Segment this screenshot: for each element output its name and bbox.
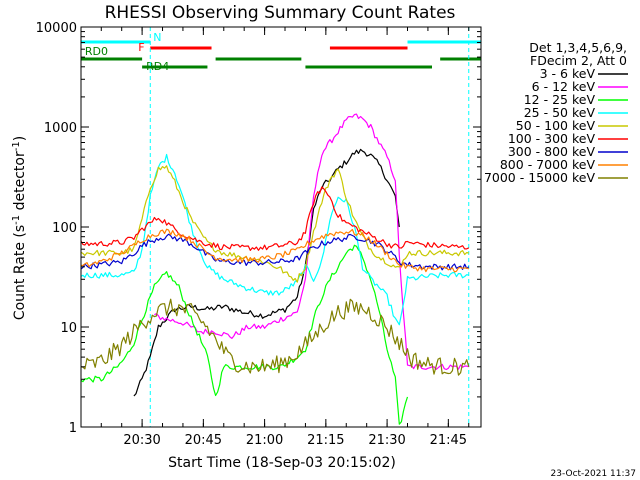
y-tick-label-2: 100 [52, 221, 77, 236]
y-axis-title-part-2: detector [12, 151, 28, 215]
series-line-7 [80, 228, 470, 273]
legend-label-2: 12 - 25 keV [524, 92, 596, 107]
flag-bands: NF RD0 RD4 [81, 31, 481, 73]
x-tick-label-5: 21:45 [430, 433, 467, 448]
data-series [80, 113, 470, 425]
axis-ticks: 20:30 20:45 21:00 21:15 21:30 21:45 1 10 100 1000… [36, 21, 481, 448]
legend-label-6: 300 - 800 keV [508, 144, 596, 159]
legend-label-5: 100 - 300 keV [508, 131, 596, 146]
flag-band-label-3: RD4 [146, 60, 169, 73]
y-tick-label-4: 10000 [36, 21, 77, 36]
y-axis-title-part-3: ) [12, 136, 28, 141]
legend-label-1: 6 - 12 keV [532, 79, 596, 94]
y-tick-label-3: 1000 [44, 121, 77, 136]
flag-band-label-2: RD0 [85, 45, 108, 58]
x-tick-label-3: 21:15 [307, 433, 344, 448]
legend-label-0: 3 - 6 keV [540, 66, 596, 81]
series-line-1 [154, 113, 469, 371]
y-tick-label-0: 1 [69, 421, 77, 436]
legend-label-4: 50 - 100 keV [516, 118, 596, 133]
legend-label-8: 7000 - 15000 keV [484, 170, 595, 185]
x-tick-label-4: 21:30 [368, 433, 405, 448]
x-tick-label-1: 20:45 [185, 433, 222, 448]
y-axis-title-sup-1: -1 [11, 215, 22, 225]
y-axis-title-sup-2: -1 [11, 141, 22, 151]
flag-band-label-0: N [153, 31, 161, 44]
x-axis-title: Start Time (18-Sep-03 20:15:02) [168, 455, 396, 471]
series-line-5 [80, 186, 470, 251]
legend-header-line-2: FDecim 2, Att 0 [530, 53, 627, 68]
timestamp-label: 23-Oct-2021 11:37 [551, 469, 636, 479]
vertical-marker-lines [149, 27, 470, 427]
chart-title: RHESSI Observing Summary Count Rates [105, 3, 456, 23]
y-tick-label-1: 10 [60, 321, 77, 336]
x-tick-label-0: 20:30 [123, 433, 160, 448]
legend-label-3: 25 - 50 keV [524, 105, 596, 120]
legend-label-7: 800 - 7000 keV [500, 157, 596, 172]
series-line-8 [80, 298, 470, 376]
y-axis-title-part-1: Count Rate (s [12, 225, 28, 320]
flag-band-label-1: F [138, 41, 144, 54]
series-line-4 [80, 165, 469, 283]
y-axis-title: Count Rate (s-1 detector-1) [11, 136, 28, 320]
legend-header-line-1: Det 1,3,4,5,6,9, [529, 40, 627, 55]
x-tick-label-2: 21:00 [246, 433, 283, 448]
